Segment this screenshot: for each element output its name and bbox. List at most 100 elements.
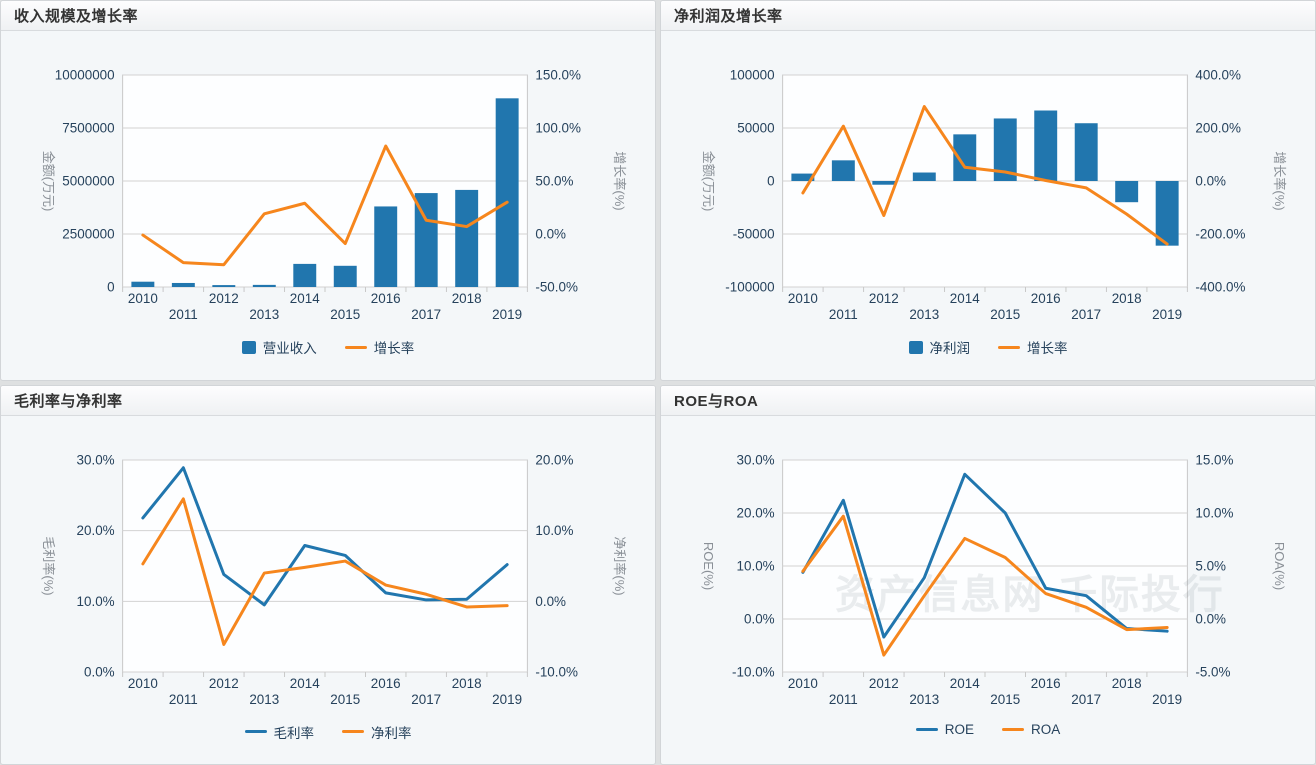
legend-label: 营业收入 (262, 341, 317, 356)
bar-marker-icon (908, 340, 923, 354)
left-axis-title: 金额(万元) (701, 151, 716, 212)
left-axis-tick-label: 10.0% (737, 558, 775, 573)
bar[interactable] (831, 160, 855, 181)
legend-label: 增长率 (1027, 341, 1068, 356)
bar[interactable] (872, 181, 896, 185)
bar[interactable] (791, 173, 815, 181)
legend-item-增长率[interactable]: 增长率 (998, 337, 1068, 357)
legend-label: ROA (1031, 721, 1061, 737)
panel-title: 收入规模及增长率 (14, 8, 139, 25)
legend-item-ROA[interactable]: ROA (1002, 722, 1060, 737)
legend-item-增长率[interactable]: 增长率 (344, 337, 414, 357)
x-axis-year-label: 2017 (1071, 691, 1101, 706)
chart-roe-roa[interactable]: 资产信息网 千际投行-10.0%0.0%10.0%20.0%30.0%-5.0%… (661, 416, 1315, 720)
left-axis-tick-label: 100000 (730, 67, 775, 82)
left-axis-title: 毛利率(%) (41, 536, 56, 595)
right-axis-tick-label: 200.0% (1195, 120, 1241, 135)
right-axis-tick-label: 0.0% (535, 593, 566, 608)
bar[interactable] (1074, 123, 1098, 181)
x-axis-year-label: 2019 (492, 307, 522, 322)
bar-marker-icon (241, 340, 256, 354)
legend-label: 净利率 (371, 725, 412, 741)
panel-header: 毛利率与净利率 (1, 385, 655, 416)
line-marker-icon (342, 730, 364, 733)
left-axis-tick-label: 10000000 (55, 67, 115, 82)
x-axis-year-label: 2018 (1112, 291, 1142, 306)
legend-item-净利润[interactable]: 净利润 (908, 337, 970, 357)
panel-title: 毛利率与净利率 (14, 392, 123, 410)
bar[interactable] (131, 281, 155, 287)
left-axis-tick-label: 20.0% (77, 523, 115, 538)
left-axis-tick-label: 0.0% (84, 664, 115, 679)
bar[interactable] (293, 263, 317, 287)
bar[interactable] (1034, 110, 1058, 181)
bar[interactable] (495, 98, 519, 287)
x-axis-year-label: 2012 (209, 675, 239, 690)
legend-item-毛利率[interactable]: 毛利率 (244, 722, 315, 742)
bar[interactable] (414, 193, 438, 287)
line-series-ROE[interactable] (801, 472, 1169, 639)
plot-area (122, 459, 528, 672)
panel-body: 0.0% 10.0% 20.0% 30.0% -10.0% 0.0% 10.0% 20.0% 2… (1, 416, 655, 765)
x-axis-year-label: 2011 (169, 307, 198, 322)
x-axis-year-label: 2018 (452, 291, 482, 306)
left-axis-tick-label: 10.0% (77, 593, 115, 608)
left-axis-tick-label: -10.0% (732, 664, 775, 679)
legend-item-ROE[interactable]: ROE (915, 722, 974, 737)
bar[interactable] (171, 282, 195, 287)
chart-revenue-growth[interactable]: 0 2500000 5000000 7500000 10000000 -50.0% 0.0%… (1, 31, 655, 335)
bar[interactable] (374, 206, 398, 287)
x-axis-year-label: 2014 (290, 291, 320, 306)
right-axis-tick-label: 15.0% (1195, 452, 1233, 467)
bar[interactable] (912, 172, 936, 181)
x-axis-year-label: 2013 (909, 691, 939, 706)
right-axis-tick-label: 50.0% (535, 173, 573, 188)
legend-item-营业收入[interactable]: 营业收入 (241, 337, 317, 357)
x-axis-year-label: 2010 (788, 291, 818, 306)
x-axis-year-label: 2014 (950, 291, 980, 306)
x-axis-year-label: 2017 (411, 307, 441, 322)
left-axis-tick-label: 0 (107, 279, 114, 294)
panel-header: 净利润及增长率 (661, 1, 1315, 31)
line-series-增长率[interactable] (141, 144, 509, 267)
line-series-净利率[interactable] (141, 496, 509, 646)
left-axis-tick-label: 50000 (737, 120, 774, 135)
bar[interactable] (333, 265, 357, 287)
x-axis-year-label: 2019 (492, 691, 522, 706)
x-axis-year-label: 2010 (788, 675, 818, 690)
right-axis-tick-label: 10.0% (1195, 505, 1233, 520)
bar[interactable] (1155, 181, 1179, 246)
x-axis-year-label: 2018 (1112, 675, 1142, 690)
x-axis-year-label: 2015 (990, 307, 1020, 322)
x-axis-year-label: 2019 (1152, 691, 1182, 706)
left-axis-tick-label: 0 (767, 173, 774, 188)
right-axis-tick-label: -50.0% (535, 279, 578, 294)
left-axis-tick-label: -100000 (725, 279, 774, 294)
x-axis-year-label: 2014 (950, 675, 980, 690)
legend-label: 毛利率 (273, 725, 315, 741)
chart-gross-net-margin[interactable]: 0.0% 10.0% 20.0% 30.0% -10.0% 0.0% 10.0% 20.0% 2… (1, 416, 655, 720)
bar[interactable] (455, 189, 479, 287)
chart-netprofit-growth[interactable]: -100000 -50000 0 50000 100000 -400.0% -200.0% 0… (661, 31, 1315, 335)
bar[interactable] (993, 118, 1017, 181)
left-axis-title: ROE(%) (701, 541, 716, 589)
line-series-ROA[interactable] (801, 514, 1169, 657)
left-axis-tick-label: 0.0% (744, 611, 775, 626)
legend-item-净利率[interactable]: 净利率 (342, 722, 412, 742)
bar[interactable] (212, 285, 236, 287)
panel-header: ROE与ROA (661, 385, 1315, 416)
line-series-增长率[interactable] (801, 105, 1169, 246)
bar-series-营业收入[interactable] (131, 98, 519, 287)
x-axis-year-label: 2015 (330, 307, 360, 322)
panel-header: 收入规模及增长率 (1, 1, 655, 31)
bar-series-净利润[interactable] (791, 110, 1179, 246)
legend: 净利润 增长率 (661, 337, 1315, 357)
right-axis-title: 增长率(%) (1272, 151, 1287, 210)
bar[interactable] (1115, 181, 1139, 203)
panel-body: 0 2500000 5000000 7500000 10000000 -50.0% 0.0%… (1, 31, 655, 380)
panel-body: -100000 -50000 0 50000 100000 -400.0% -200.0% 0… (661, 31, 1315, 380)
panel-title: 净利润及增长率 (674, 8, 783, 25)
bar[interactable] (252, 284, 276, 287)
left-axis-title: 金额(万元) (41, 151, 56, 212)
